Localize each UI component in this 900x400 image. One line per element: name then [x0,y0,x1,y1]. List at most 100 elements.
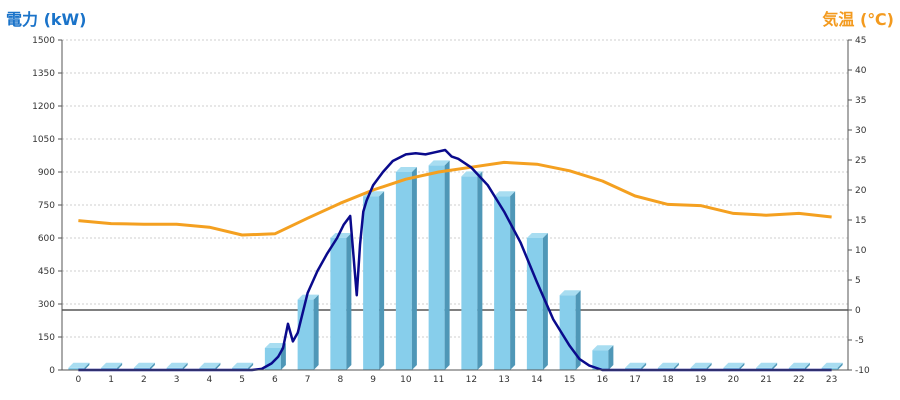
temperature-line [78,160,832,237]
left-tick-label: 900 [38,168,55,178]
x-tick-label: 19 [695,375,707,385]
bar [494,191,516,370]
bar-front [363,196,380,370]
bar-side [673,362,679,370]
bar-side [149,362,155,370]
bar-side [84,362,90,370]
bar [526,233,548,370]
bar-side [215,362,221,370]
bar-top [723,362,745,368]
bar-side [379,191,385,370]
bar-front [461,176,478,370]
x-tick-label: 21 [760,375,771,385]
bar-front [559,295,576,370]
bar [592,345,614,370]
bar [330,233,352,370]
x-tick-label: 18 [662,375,674,385]
left-tick-label: 1050 [32,135,55,145]
bar [68,362,90,370]
bar-side [608,345,614,370]
bar-side [444,160,450,370]
left-tick-label: 600 [38,234,55,244]
bar-side [510,191,516,370]
bar [461,171,483,370]
right-tick-label: -10 [855,366,870,376]
bar-layer [68,160,843,370]
bar-front [68,367,85,370]
x-tick-label: 0 [76,375,82,385]
axis-layer: 01503004506007509001050120013501500-10-5… [32,36,870,385]
x-tick-label: 22 [793,375,804,385]
x-tick-label: 6 [272,375,278,385]
right-tick-label: 45 [855,36,866,46]
bar [395,167,417,370]
x-tick-label: 9 [370,375,376,385]
x-tick-label: 20 [728,375,740,385]
left-tick-label: 1200 [32,102,55,112]
bar-top [232,362,254,368]
bar-side [575,290,581,370]
bar-top [297,294,319,300]
right-tick-label: 0 [855,306,861,316]
bar-top [199,362,221,368]
bar-side [772,362,778,370]
bar-side [804,362,810,370]
grid-layer [62,39,848,338]
bar-side [739,362,745,370]
bar-top [68,362,90,368]
bar-top [133,362,155,368]
bar-top [428,160,450,166]
x-tick-label: 8 [338,375,344,385]
left-tick-label: 1500 [32,36,55,46]
left-tick-label: 300 [38,300,55,310]
bar-front [592,350,609,370]
bar-top [756,362,778,368]
right-tick-label: 20 [855,186,867,196]
x-tick-label: 10 [400,375,412,385]
bar-side [117,362,123,370]
right-tick-label: 40 [855,66,867,76]
bar-side [411,167,417,370]
bar-top [395,167,417,172]
x-tick-label: 15 [564,375,575,385]
bar-top [821,362,843,368]
x-tick-label: 4 [207,375,213,385]
right-tick-label: 5 [855,276,861,286]
right-tick-label: 25 [855,156,866,166]
x-tick-label: 2 [141,375,147,385]
x-tick-label: 17 [629,375,640,385]
x-tick-label: 14 [531,375,543,385]
right-tick-label: 15 [855,216,866,226]
right-axis-title: 気温 (℃) [822,10,894,29]
bar-top [166,362,188,368]
bar-top [690,362,712,368]
bar-side [182,362,188,370]
bar-top [592,345,614,351]
bar-side [641,362,647,370]
bar [363,191,385,370]
bar-top [526,233,548,238]
x-tick-label: 13 [498,375,509,385]
bar [297,294,319,370]
bar-side [477,171,483,370]
x-tick-label: 11 [433,375,444,385]
left-tick-label: 450 [38,267,55,277]
bar-side [248,362,254,370]
left-tick-label: 150 [38,333,55,343]
right-tick-label: 35 [855,96,866,106]
bar-top [494,191,516,197]
bar-front [297,299,314,370]
bar-top [264,343,286,348]
right-tick-label: 10 [855,246,867,256]
x-tick-label: 7 [305,375,311,385]
bar-top [101,362,123,368]
bar-top [625,362,647,368]
bar-front [526,238,543,370]
bar [428,160,450,370]
bar-top [788,362,810,368]
bar-top [559,290,581,296]
bar-side [313,294,319,370]
right-tick-label: 30 [855,126,867,136]
